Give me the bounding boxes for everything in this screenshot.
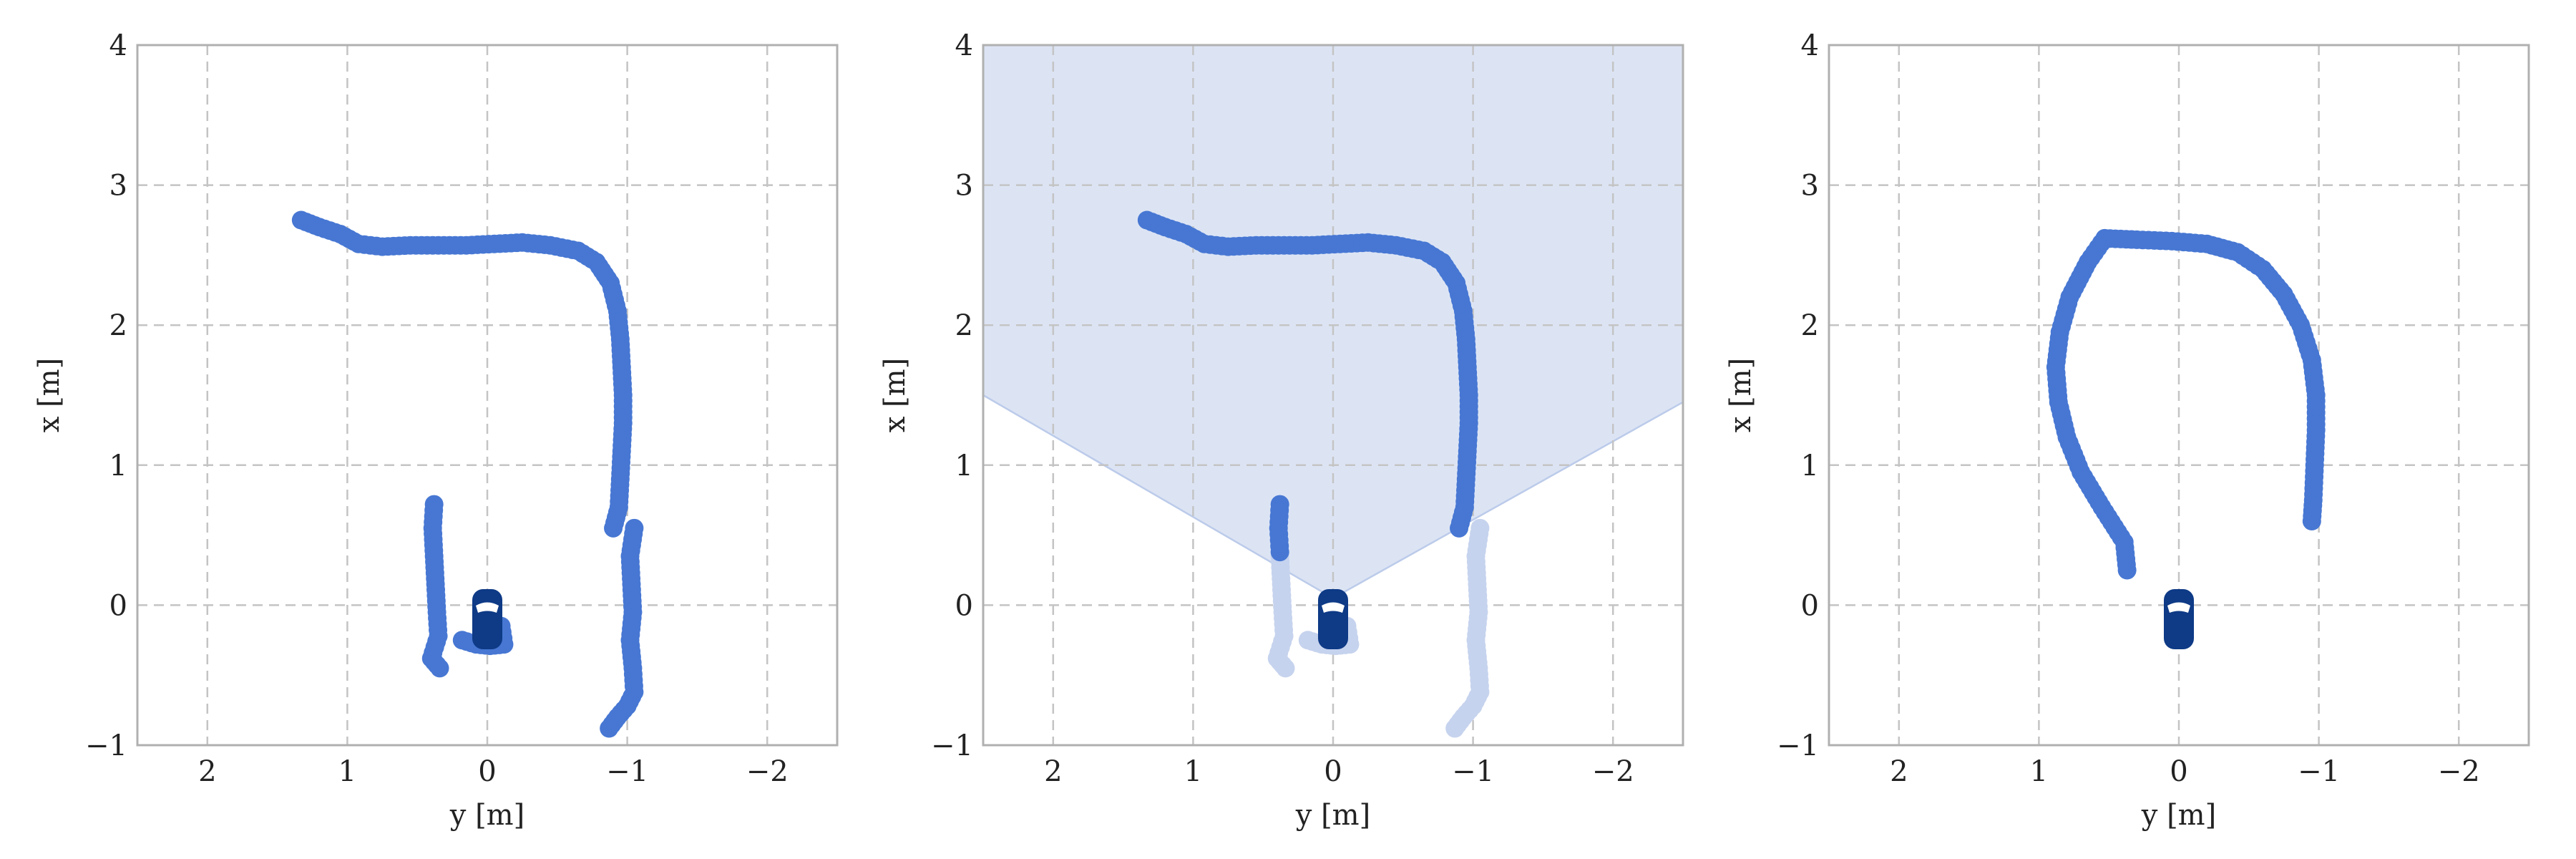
x-tick-label: 2 — [198, 755, 216, 788]
x-axis-label: y [m] — [1295, 799, 1370, 832]
y-tick-label: 0 — [1801, 589, 1819, 622]
y-tick-label: −1 — [1777, 729, 1819, 762]
y-tick-label: 2 — [1801, 309, 1819, 342]
trajectory-point — [1450, 518, 1469, 538]
vehicle-icon — [1318, 588, 1348, 649]
y-tick-label: 2 — [955, 309, 973, 342]
y-tick-label: 4 — [1801, 29, 1819, 62]
x-tick-label: −2 — [1592, 755, 1634, 788]
trajectory-point — [430, 659, 449, 678]
trajectory-series-3 — [600, 518, 644, 738]
y-tick-label: −1 — [931, 729, 973, 762]
x-tick-label: 1 — [2030, 755, 2048, 788]
x-tick-label: 2 — [1890, 755, 1908, 788]
x-tick-label: 0 — [2170, 755, 2187, 788]
axes-frame — [136, 44, 839, 747]
trajectory-series-3 — [1445, 518, 1490, 738]
vehicle-body — [1318, 588, 1348, 649]
vehicle-icon — [2164, 588, 2194, 649]
trajectory-series-1 — [2046, 228, 2326, 580]
x-tick-label: 2 — [1044, 755, 1062, 788]
x-axis-label: y [m] — [2141, 799, 2216, 832]
x-axis-label: y [m] — [449, 799, 525, 832]
x-tick-label: −1 — [2298, 755, 2340, 788]
y-tick-label: 3 — [955, 170, 973, 203]
y-tick-label: 4 — [109, 29, 127, 62]
x-tick-label: −2 — [2438, 755, 2480, 788]
y-axis-label: x [m] — [33, 358, 66, 432]
trajectory-series-1 — [1267, 546, 1295, 678]
y-tick-label: 0 — [109, 589, 127, 622]
trajectory-series-1 — [421, 495, 449, 678]
trajectory-point — [604, 518, 623, 538]
trajectory-point — [2302, 512, 2321, 531]
vehicle-windshield — [476, 602, 499, 613]
trajectory-point — [1270, 543, 1289, 562]
vehicle-body — [472, 588, 502, 649]
chart-panel-2: 2 1 0 −1 −2 −1 0 1 2 3 4 y [m] x [m] — [879, 29, 1684, 832]
y-axis-label: x [m] — [1724, 358, 1757, 432]
x-tick-label: −2 — [746, 755, 789, 788]
vehicle-body — [2164, 588, 2194, 649]
x-tick-label: 0 — [1324, 755, 1342, 788]
y-tick-label: 2 — [109, 309, 127, 342]
trajectory-point — [1276, 659, 1295, 678]
y-tick-label: 3 — [109, 170, 127, 203]
trajectory-series-4 — [1269, 495, 1289, 562]
x-tick-label: 1 — [1184, 755, 1202, 788]
x-tick-label: −1 — [606, 755, 648, 788]
field-of-view-area — [983, 45, 1683, 598]
y-tick-label: 1 — [955, 450, 973, 482]
axes-frame — [982, 44, 1684, 747]
vehicle-windshield — [2167, 602, 2190, 613]
x-tick-label: 1 — [338, 755, 356, 788]
axes-frame — [1828, 44, 2530, 747]
vehicle-icon — [472, 588, 502, 649]
y-tick-label: −1 — [85, 729, 127, 762]
trajectory-point — [600, 719, 619, 738]
x-tick-label: 0 — [478, 755, 496, 788]
y-tick-label: 1 — [1801, 450, 1819, 482]
trajectory-series-5 — [1137, 210, 1478, 538]
y-tick-label: 0 — [955, 589, 973, 622]
y-tick-label: 1 — [109, 450, 127, 482]
trajectory-series-4 — [291, 210, 633, 538]
chart-panel-1: 2 1 0 −1 −2 −1 0 1 2 3 4 y [m] x [m] — [33, 29, 839, 832]
x-tick-label: −1 — [1452, 755, 1494, 788]
chart-panel-3: 2 1 0 −1 −2 −1 0 1 2 3 4 y [m] x [m] — [1724, 29, 2530, 832]
vehicle-windshield — [1322, 602, 1345, 613]
trajectory-point — [1445, 719, 1465, 738]
y-tick-label: 4 — [955, 29, 973, 62]
y-tick-label: 3 — [1801, 170, 1819, 203]
y-axis-label: x [m] — [879, 358, 912, 432]
